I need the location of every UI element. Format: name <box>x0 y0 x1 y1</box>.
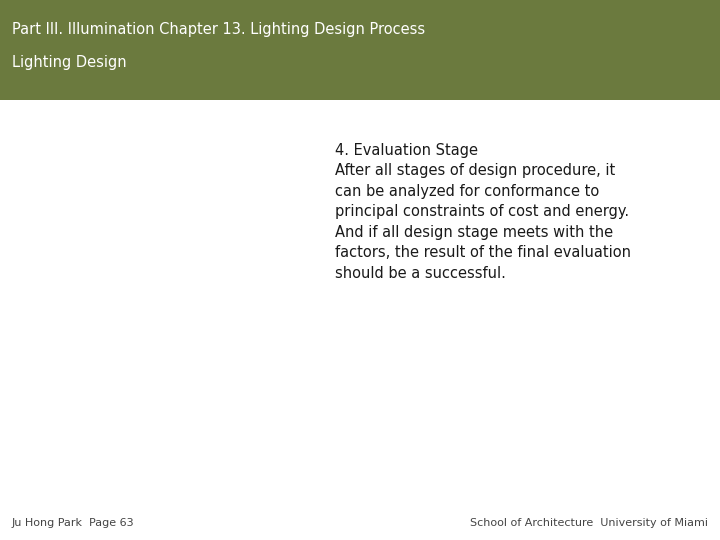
Text: School of Architecture  University of Miami: School of Architecture University of Mia… <box>470 518 708 528</box>
Text: Lighting Design: Lighting Design <box>12 55 126 70</box>
Bar <box>0 0 720 100</box>
Text: 4. Evaluation Stage
After all stages of design procedure, it
can be analyzed for: 4. Evaluation Stage After all stages of … <box>335 143 631 280</box>
Text: Ju Hong Park  Page 63: Ju Hong Park Page 63 <box>12 518 134 528</box>
Text: Part III. Illumination Chapter 13. Lighting Design Process: Part III. Illumination Chapter 13. Light… <box>12 22 425 37</box>
